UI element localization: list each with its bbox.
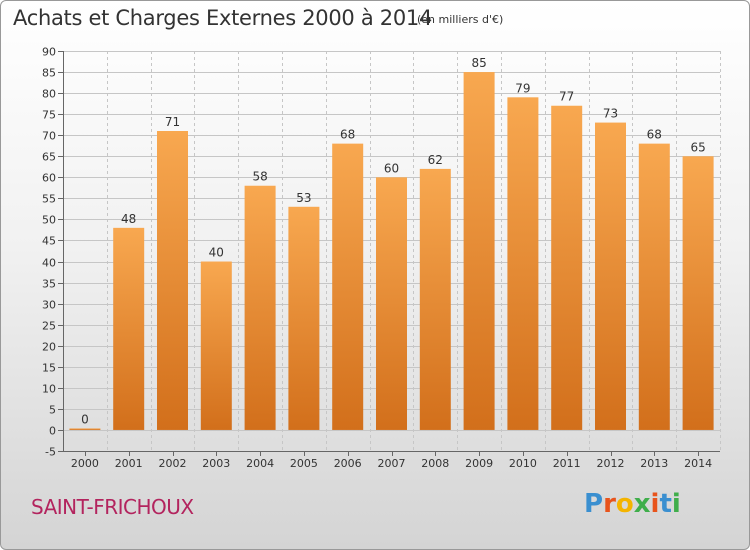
commune-name: SAINT-FRICHOUX bbox=[31, 495, 194, 519]
x-tick-label-2009: 2009 bbox=[465, 457, 493, 470]
data-label-2004: 58 bbox=[252, 170, 267, 184]
bars bbox=[69, 72, 714, 430]
y-tick-label: 45 bbox=[42, 235, 56, 248]
logo-letter: x bbox=[633, 489, 651, 519]
y-tick-label: 65 bbox=[42, 151, 56, 164]
logo-letter: P bbox=[584, 489, 604, 519]
bar-2012 bbox=[595, 122, 626, 430]
y-tick-label: 10 bbox=[42, 383, 56, 396]
x-tick-label-2005: 2005 bbox=[290, 457, 318, 470]
x-tick-label-2001: 2001 bbox=[115, 457, 143, 470]
logo-letter: r bbox=[603, 489, 616, 519]
y-tick-label: 0 bbox=[49, 425, 56, 438]
bar-2013 bbox=[638, 143, 670, 430]
bar-2009 bbox=[463, 72, 495, 430]
axes bbox=[58, 51, 720, 456]
x-tick-label-2012: 2012 bbox=[597, 457, 625, 470]
x-tick-label-2013: 2013 bbox=[640, 457, 668, 470]
bar-2001 bbox=[113, 227, 145, 430]
bar-2003 bbox=[200, 261, 232, 430]
chart-unit: (en milliers d'€) bbox=[417, 13, 504, 26]
data-label-2003: 40 bbox=[209, 246, 224, 260]
x-tick-label-2011: 2011 bbox=[553, 457, 581, 470]
y-tick-label: 15 bbox=[42, 362, 56, 375]
data-label-2005: 53 bbox=[296, 191, 311, 205]
bar-2004 bbox=[244, 185, 276, 430]
y-tick-label: 40 bbox=[42, 257, 56, 270]
bar-2014 bbox=[682, 156, 714, 430]
proxiti-logo: Proxiti bbox=[584, 489, 681, 519]
y-tick-label: 60 bbox=[42, 172, 56, 185]
data-label-2008: 62 bbox=[428, 153, 443, 167]
data-label-2001: 48 bbox=[121, 212, 136, 226]
y-tick-label: 80 bbox=[42, 88, 56, 101]
y-tick-label: 70 bbox=[42, 130, 56, 143]
data-label-2000: 0 bbox=[81, 412, 89, 426]
y-tick-label: 50 bbox=[42, 214, 56, 227]
data-label-2010: 79 bbox=[515, 81, 530, 95]
bar-2002 bbox=[157, 131, 188, 430]
x-tick-label-2006: 2006 bbox=[334, 457, 362, 470]
y-tick-label: 30 bbox=[42, 299, 56, 312]
labels: -5 0 5 10 15 20 25 30 35 40 45 50 55 60 65 70 75 80 85 90 0 2… bbox=[42, 46, 712, 471]
y-tick-label: 35 bbox=[42, 278, 56, 291]
data-label-2014: 65 bbox=[690, 140, 705, 154]
bar-2011 bbox=[551, 105, 583, 430]
x-tick-label-2004: 2004 bbox=[246, 457, 274, 470]
data-label-2006: 68 bbox=[340, 128, 355, 142]
y-tick-label: -5 bbox=[45, 446, 56, 459]
chart-title: Achats et Charges Externes 2000 à 2014 bbox=[13, 6, 433, 30]
logo-letter: t bbox=[659, 489, 672, 519]
x-tick-label-2008: 2008 bbox=[421, 457, 449, 470]
y-tick-label: 20 bbox=[42, 341, 56, 354]
bar-2005 bbox=[288, 206, 320, 430]
y-tick-label: 90 bbox=[42, 46, 56, 59]
x-tick-label-2010: 2010 bbox=[509, 457, 537, 470]
logo-letter: i bbox=[650, 489, 660, 519]
y-tick-label: 5 bbox=[49, 404, 56, 417]
y-tick-label: 25 bbox=[42, 320, 56, 333]
y-tick-label: 75 bbox=[42, 109, 56, 122]
x-tick-label-2002: 2002 bbox=[159, 457, 187, 470]
x-tick-label-2000: 2000 bbox=[71, 457, 99, 470]
data-label-2002: 71 bbox=[165, 115, 180, 129]
bar-2000 bbox=[69, 428, 101, 430]
x-tick-label-2003: 2003 bbox=[202, 457, 230, 470]
data-label-2011: 77 bbox=[559, 90, 574, 104]
data-label-2013: 68 bbox=[647, 128, 662, 142]
x-tick-label-2014: 2014 bbox=[684, 457, 712, 470]
bar-2010 bbox=[507, 97, 539, 430]
data-label-2012: 73 bbox=[603, 107, 618, 121]
bar-2008 bbox=[419, 168, 451, 430]
y-tick-label: 55 bbox=[42, 193, 56, 206]
logo-letter: o bbox=[615, 489, 634, 519]
data-label-2009: 85 bbox=[471, 56, 486, 70]
logo-letter: i bbox=[671, 489, 681, 519]
data-label-2007: 60 bbox=[384, 161, 399, 175]
bar-2007 bbox=[376, 177, 407, 430]
y-tick-label: 85 bbox=[42, 67, 56, 80]
bar-2006 bbox=[332, 143, 364, 430]
x-tick-label-2007: 2007 bbox=[378, 457, 406, 470]
